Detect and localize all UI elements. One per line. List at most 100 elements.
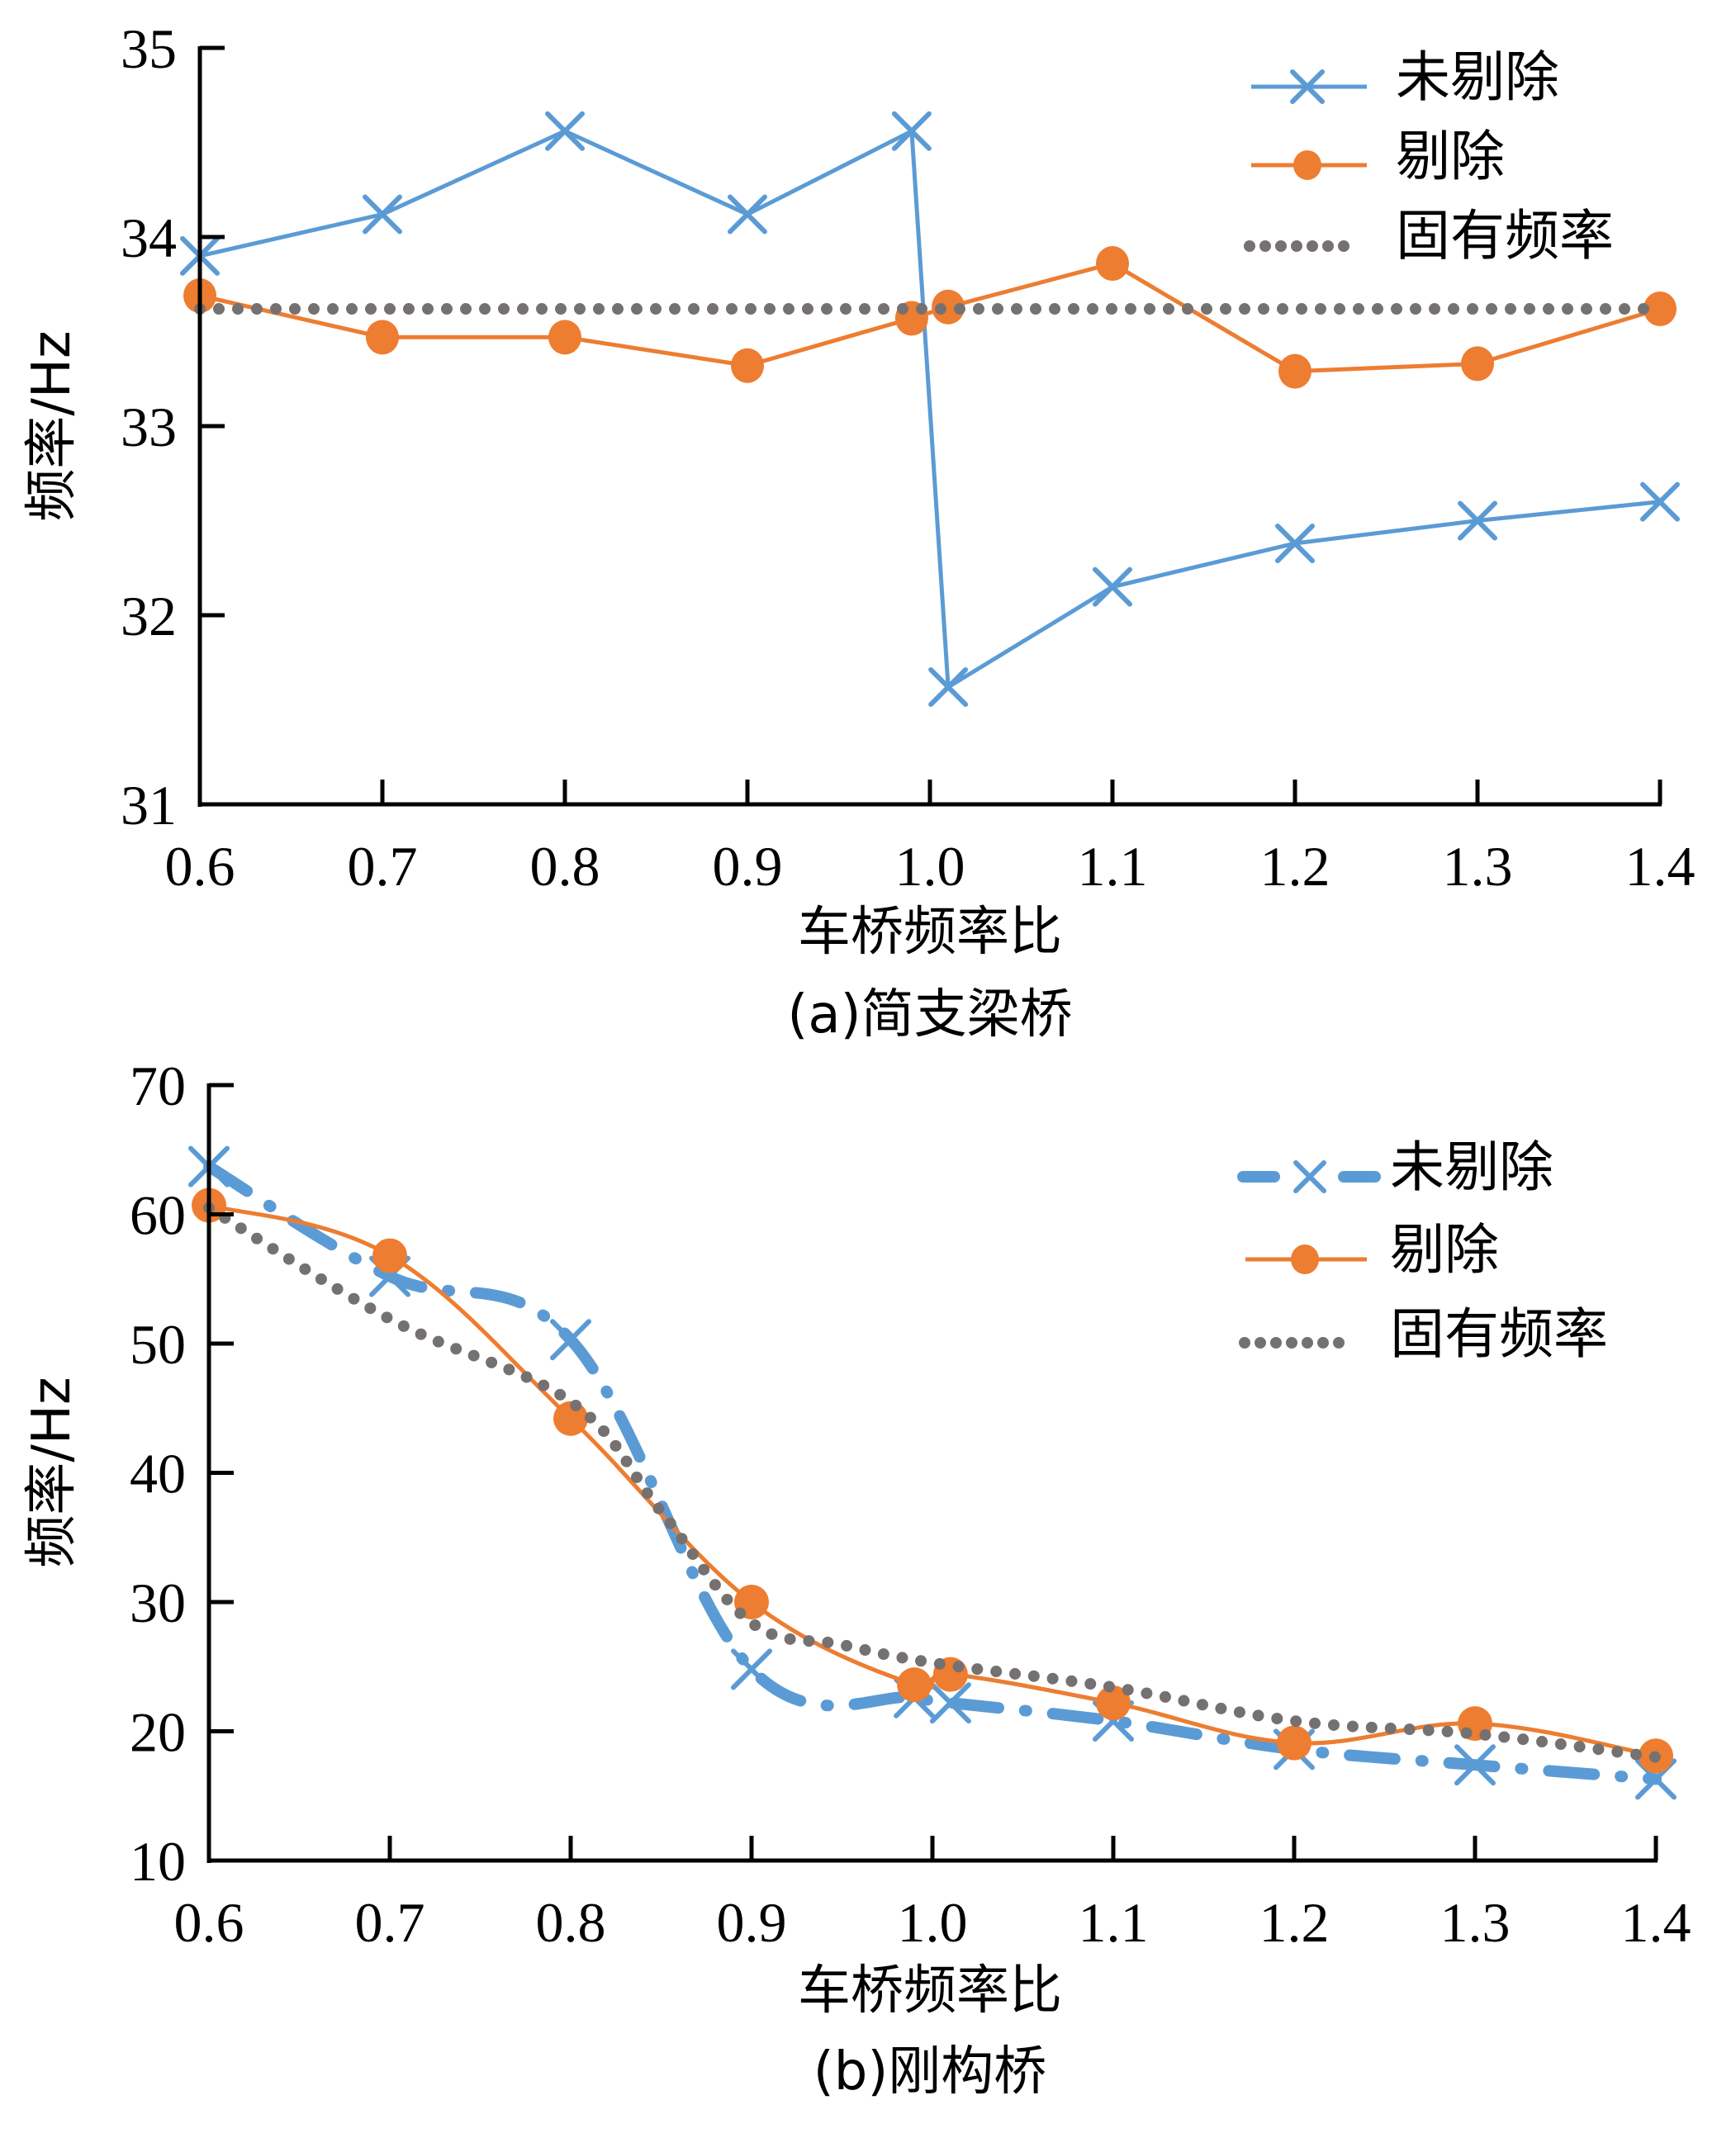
- y-tick-label: 40: [130, 1443, 186, 1505]
- chart-a-simply-supported-beam: 31 32 33 34 35 0.6 0.7 0.8 0.9 1.0 1.1 1.2 1.3 1.4 未剔…: [21, 17, 1696, 1045]
- x-tick-label: 1.4: [1621, 1891, 1691, 1954]
- legend-label-unremoved: 未剔除: [1396, 45, 1559, 109]
- marker-stroke: [545, 111, 585, 151]
- x-tick-label: 1.1: [1079, 1891, 1149, 1954]
- x-tick-label: 1.3: [1443, 835, 1513, 898]
- data-point-cross: [728, 194, 767, 235]
- data-point-circle: [1277, 1725, 1311, 1761]
- data-point-cross: [545, 111, 585, 151]
- series-unremoved: [180, 111, 1680, 708]
- data-point-circle: [548, 320, 581, 355]
- x-tick-label: 0.7: [348, 835, 418, 898]
- chart-b-x-axis-title: 车桥频率比: [798, 1960, 1062, 2022]
- x-tick-label: 1.4: [1625, 835, 1696, 898]
- data-point-circle: [1278, 353, 1311, 389]
- y-tick-label: 60: [130, 1184, 186, 1247]
- series-line: [199, 127, 1661, 691]
- marker-stroke: [891, 111, 932, 151]
- data-point-cross: [363, 194, 402, 235]
- y-tick-label: 33: [121, 396, 177, 458]
- legend-label-removed: 剔除: [1390, 1218, 1499, 1282]
- y-tick-label: 32: [121, 585, 177, 647]
- legend-swatch-unremoved: [1237, 1160, 1381, 1193]
- marker-stroke: [929, 1682, 971, 1724]
- x-tick-label: 0.8: [530, 835, 600, 898]
- legend-label-unremoved: 未剔除: [1390, 1135, 1553, 1199]
- x-tick-label: 0.6: [174, 1891, 244, 1954]
- chart-b-y-axis-title: 频率/Hz: [21, 1377, 83, 1567]
- data-point-cross: [550, 1319, 591, 1361]
- marker-stroke: [1290, 69, 1325, 104]
- y-tick-label: 30: [130, 1572, 186, 1634]
- marker-stroke: [928, 667, 969, 708]
- data-point-circle: [1096, 246, 1129, 282]
- x-tick-label: 0.6: [165, 835, 235, 898]
- series-line: [203, 1160, 1662, 1785]
- marker-stroke: [1275, 523, 1315, 563]
- series-natural-frequency: [203, 1202, 1662, 1763]
- marker-stroke: [728, 194, 767, 235]
- chart-a-plot-area: [180, 111, 1680, 708]
- data-point-cross: [1093, 566, 1132, 607]
- x-tick-label: 1.0: [895, 835, 965, 898]
- data-point-cross: [1640, 481, 1680, 522]
- data-point-cross: [928, 667, 969, 708]
- marker-stroke: [550, 1319, 591, 1361]
- marker-stroke: [1293, 1160, 1326, 1193]
- data-point-cross: [1454, 1744, 1496, 1786]
- y-tick-label: 31: [121, 774, 177, 837]
- legend-circle-icon: [1291, 1244, 1319, 1274]
- data-point-circle: [897, 1667, 932, 1703]
- chart-b-caption: (b)刚构桥: [813, 2041, 1047, 2102]
- y-tick-label: 35: [121, 17, 177, 80]
- y-tick-label: 50: [130, 1313, 186, 1376]
- legend-label-natural-frequency: 固有频率: [1390, 1302, 1608, 1366]
- series-line: [199, 261, 1661, 374]
- x-tick-label: 0.7: [355, 1891, 425, 1954]
- chart-a-legend: 未剔除 剔除 固有频率: [1244, 45, 1614, 268]
- legend-label-natural-frequency: 固有频率: [1396, 204, 1614, 268]
- chart-a-y-axis-title: 频率/Hz: [21, 330, 83, 521]
- chart-b-legend: 未剔除 剔除 固有频率: [1237, 1135, 1608, 1366]
- data-point-cross: [1458, 500, 1497, 541]
- chart-a-axes: 31 32 33 34 35 0.6 0.7 0.8 0.9 1.0 1.1 1.2 1.3 1.4: [121, 17, 1696, 898]
- legend-cross-icon: [1290, 69, 1325, 104]
- data-point-circle: [932, 289, 965, 325]
- legend-swatch-unremoved: [1251, 69, 1367, 104]
- marker-stroke: [731, 1648, 772, 1690]
- chart-a-caption: (a)简支梁桥: [787, 984, 1072, 1045]
- marker-stroke: [1640, 481, 1680, 522]
- x-tick-label: 0.9: [717, 1891, 787, 1954]
- marker-stroke: [1454, 1744, 1496, 1786]
- legend-swatch-removed: [1251, 150, 1367, 180]
- y-tick-label: 20: [130, 1701, 186, 1764]
- series-unremoved: [188, 1145, 1677, 1800]
- marker-stroke: [363, 194, 402, 235]
- data-point-circle: [366, 320, 399, 355]
- data-point-cross: [891, 111, 932, 151]
- data-point-circle: [1644, 292, 1677, 327]
- chart-b-rigid-frame-bridge: 10 20 30 40 50 60 70 0.6 0.7 0.8 0.9 1.0 1.1 1.2 1.3 1.…: [21, 1055, 1691, 2102]
- series-removed: [192, 1188, 1673, 1774]
- data-point-cross: [1275, 523, 1315, 563]
- data-point-circle: [372, 1238, 407, 1273]
- series-removed: [183, 246, 1677, 389]
- data-point-cross: [731, 1648, 772, 1690]
- legend-circle-icon: [1293, 150, 1321, 180]
- chart-a-x-axis-title: 车桥频率比: [798, 902, 1062, 963]
- x-tick-label: 0.9: [713, 835, 783, 898]
- natural-frequency-line: [203, 1202, 1662, 1763]
- x-tick-label: 1.2: [1260, 835, 1330, 898]
- x-tick-label: 1.0: [898, 1891, 968, 1954]
- x-tick-label: 1.1: [1078, 835, 1148, 898]
- x-tick-label: 1.3: [1440, 1891, 1511, 1954]
- data-point-circle: [731, 348, 764, 383]
- legend-label-removed: 剔除: [1396, 125, 1505, 188]
- legend-cross-icon: [1293, 1160, 1326, 1193]
- y-tick-label: 34: [121, 206, 177, 269]
- data-point-cross: [929, 1682, 971, 1724]
- y-tick-label: 70: [130, 1055, 186, 1117]
- chart-b-axes: 10 20 30 40 50 60 70 0.6 0.7 0.8 0.9 1.0 1.1 1.2 1.3 1.…: [130, 1055, 1691, 1954]
- x-tick-label: 0.8: [536, 1891, 606, 1954]
